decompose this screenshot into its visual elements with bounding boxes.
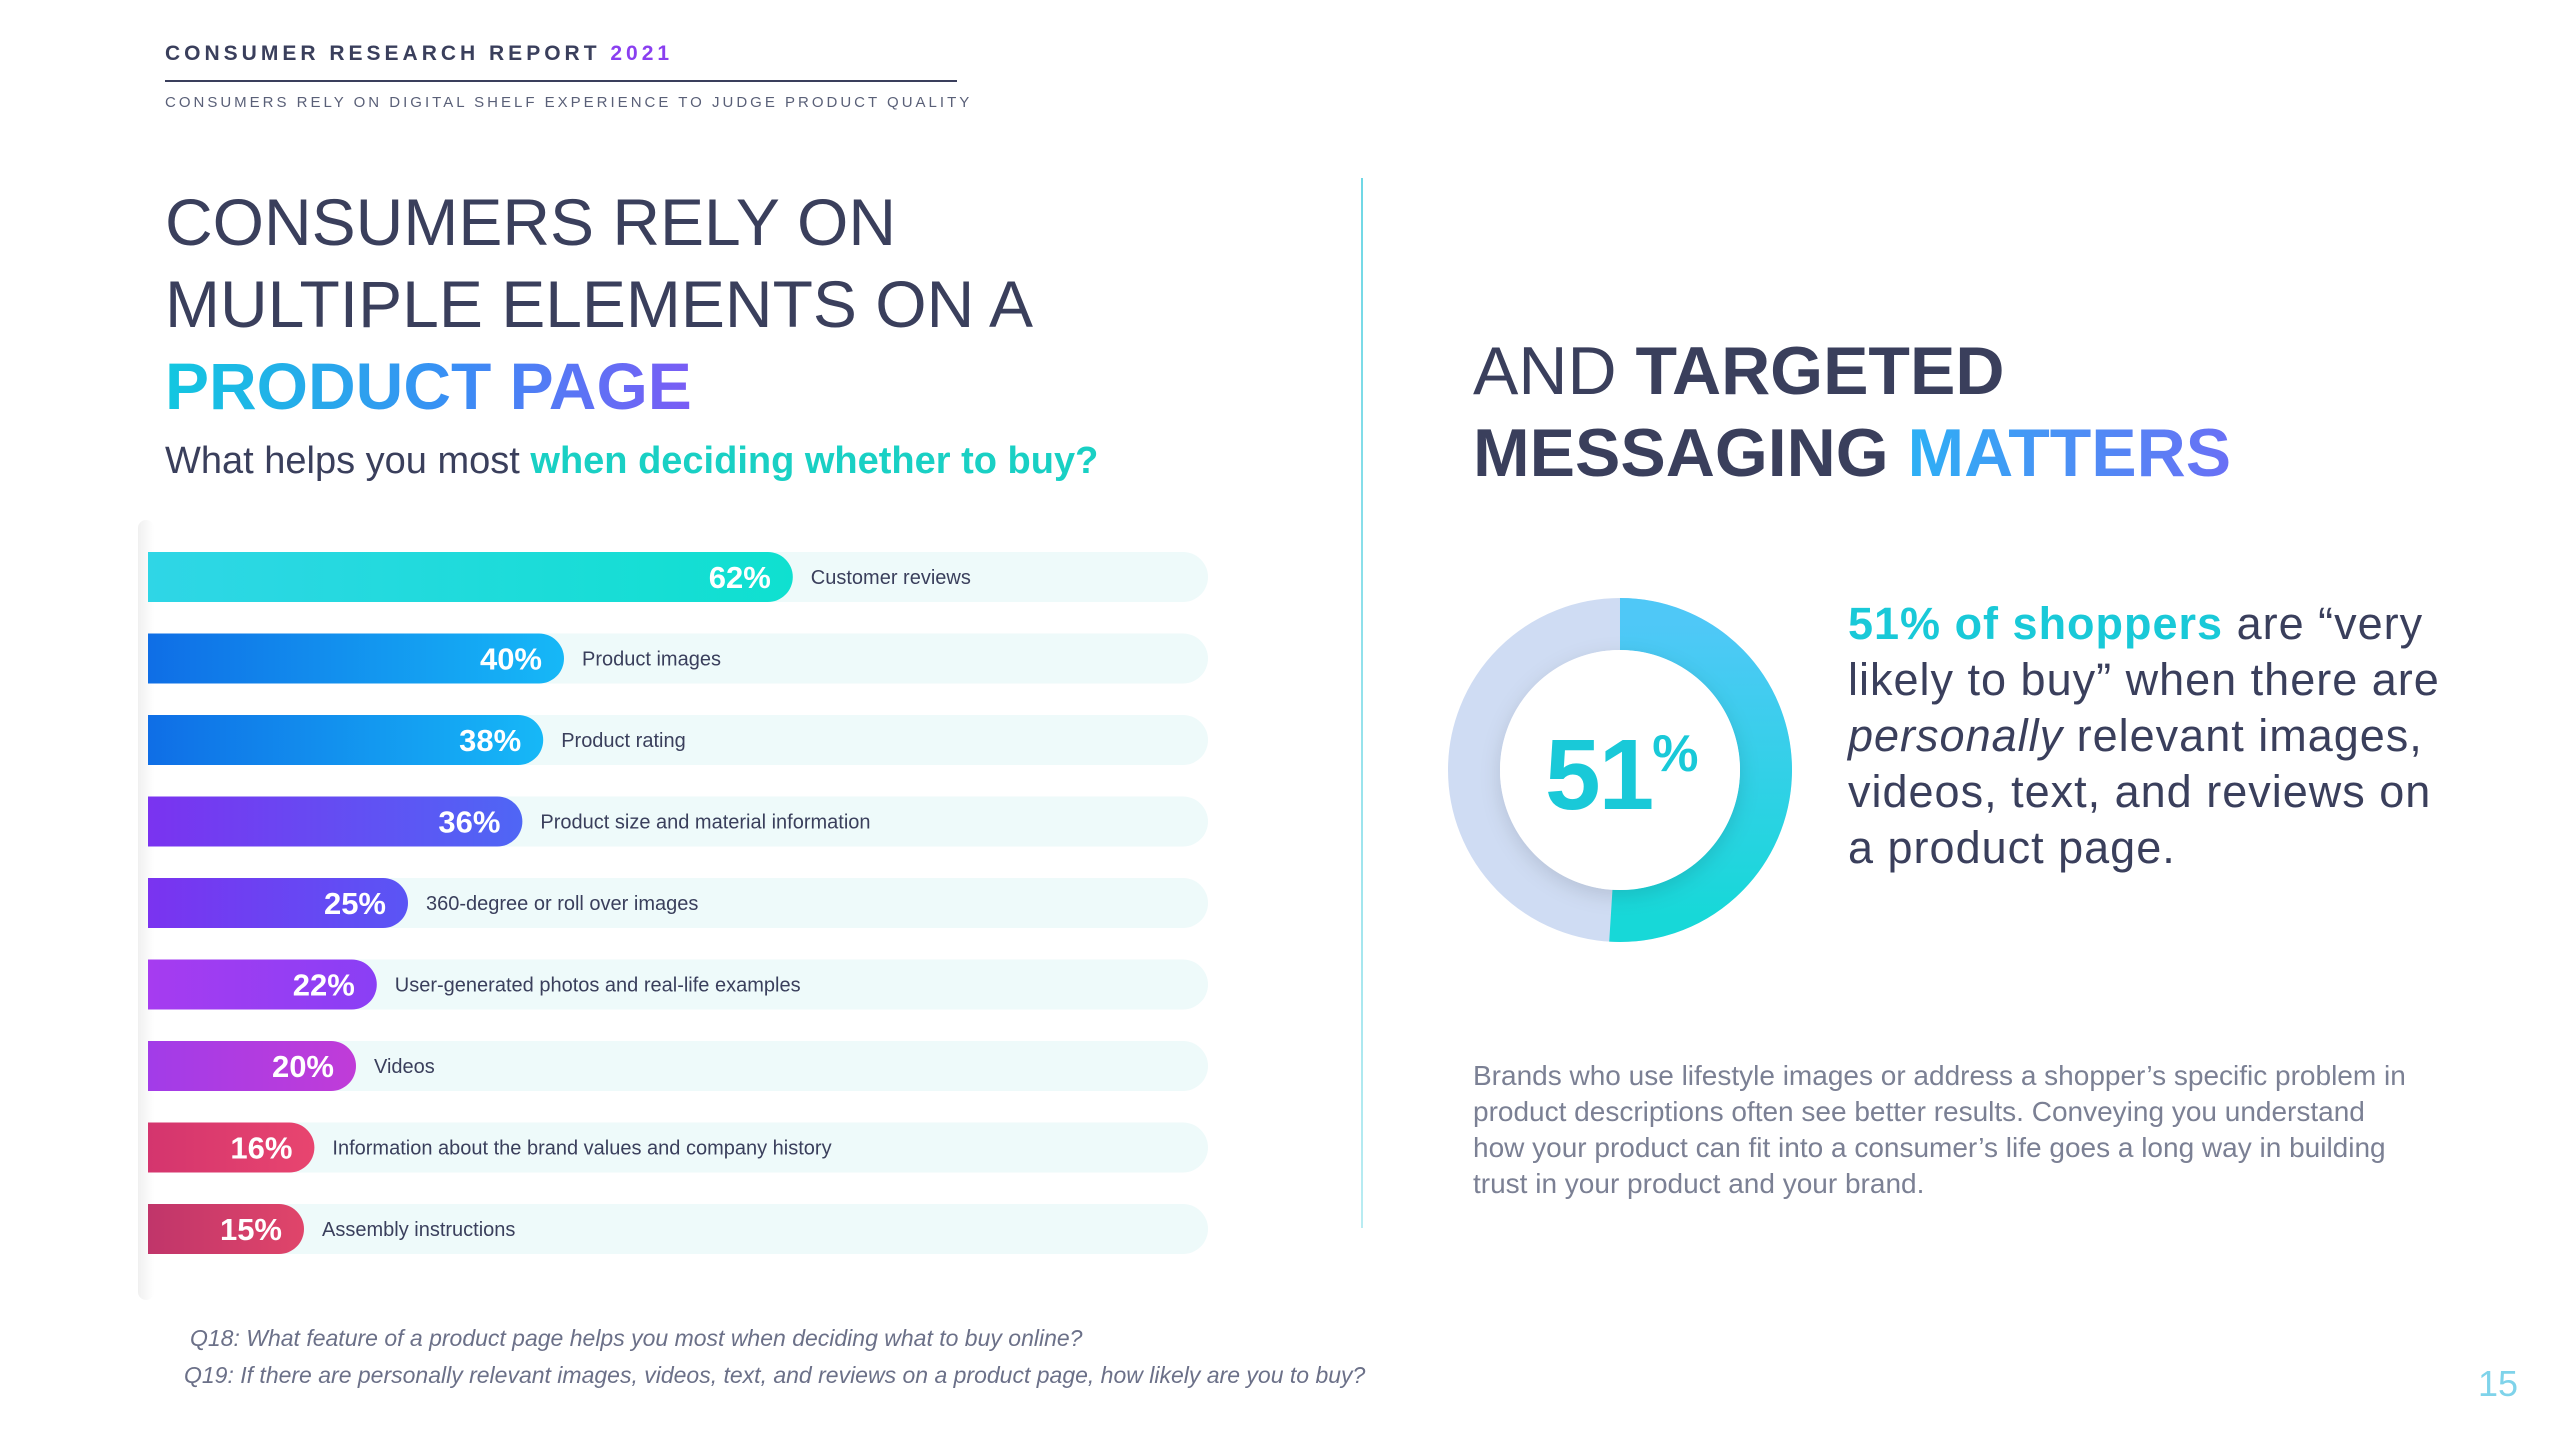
bar-value-label: 36% — [438, 805, 500, 840]
headline-line-2: MULTIPLE ELEMENTS ON A — [165, 267, 1033, 341]
question-highlight: when deciding whether to buy? — [530, 440, 1099, 482]
stat-statement: 51% of shoppers are “very likely to buy”… — [1848, 596, 2468, 876]
donut-value-number: 51 — [1545, 719, 1654, 831]
bar-category-label: Assembly instructions — [322, 1219, 515, 1241]
bar — [148, 633, 564, 684]
stat-italic: personally — [1848, 710, 2064, 761]
donut-center — [1500, 650, 1740, 890]
bar-category-label: Videos — [374, 1056, 435, 1078]
headline-accent: PRODUCT PAGE — [165, 349, 692, 423]
stat-highlight: 51% of shoppers — [1848, 598, 2224, 649]
chart-question: What helps you most when deciding whethe… — [165, 440, 1098, 483]
bar-category-label: Customer reviews — [811, 567, 971, 589]
right-headline-bold-2: MESSAGING — [1473, 415, 1908, 491]
bar-category-label: Information about the brand values and c… — [332, 1138, 831, 1160]
bar — [148, 796, 523, 847]
bar-category-label: Product images — [582, 649, 721, 671]
bar — [148, 715, 544, 765]
bar-category-label: Product size and material information — [540, 812, 870, 834]
headline-line-1: CONSUMERS RELY ON — [165, 185, 897, 259]
bar-track — [148, 959, 1208, 1010]
donut-value-arc — [1609, 598, 1792, 942]
bar-track — [148, 878, 1208, 928]
right-headline-line-1: AND TARGETED — [1473, 330, 2004, 412]
bar-category-label: User-generated photos and real-life exam… — [395, 975, 801, 997]
right-headline-accent: MATTERS — [1907, 415, 2232, 491]
report-title-text: CONSUMER RESEARCH REPORT — [165, 42, 601, 65]
headline-line-3: PRODUCT PAGE — [165, 345, 692, 427]
footnote-q19: Q19: If there are personally relevant im… — [184, 1362, 1366, 1388]
bar — [148, 1122, 315, 1173]
donut-chart — [1448, 598, 1792, 942]
bar-value-label: 40% — [480, 642, 542, 677]
page-number: 15 — [2478, 1363, 2519, 1404]
bar-category-label: Product rating — [561, 730, 686, 752]
report-title: CONSUMER RESEARCH REPORT 2021 — [165, 42, 673, 66]
bar-value-label: 25% — [324, 886, 386, 921]
bar-value-label: 16% — [230, 1131, 292, 1166]
right-headline-line-2: MESSAGING MATTERS — [1473, 412, 2231, 494]
bar-value-label: 22% — [293, 968, 355, 1003]
question-prefix: What helps you most — [165, 440, 531, 482]
bar — [148, 959, 377, 1010]
donut-value-label: 51% — [1545, 718, 1698, 833]
bar — [148, 1041, 356, 1091]
bar-category-label: 360-degree or roll over images — [426, 893, 698, 915]
bar-value-label: 38% — [459, 723, 521, 758]
report-year: 2021 — [610, 42, 674, 65]
bar-track — [148, 1122, 1208, 1173]
bar-value-label: 15% — [220, 1212, 282, 1247]
bar-chart: 62% Customer reviews 40% Product images 38% P… — [148, 552, 1208, 1254]
header-divider — [165, 80, 957, 82]
bar — [148, 552, 793, 602]
stat-text-1: are “very likely to buy” when there are — [1848, 598, 2440, 705]
bar-track — [148, 1041, 1208, 1091]
bar-value-label: 20% — [272, 1049, 334, 1084]
bar-track — [148, 1204, 1208, 1254]
bar-value-label: 62% — [709, 560, 771, 595]
body-paragraph: Brands who use lifestyle images or addre… — [1473, 1060, 2406, 1199]
stat-text-2: relevant images, videos, text, and revie… — [1848, 710, 2432, 873]
column-divider — [1361, 178, 1363, 1228]
footnote-q18: Q18: What feature of a product page help… — [190, 1325, 1083, 1351]
report-subtitle: CONSUMERS RELY ON DIGITAL SHELF EXPERIEN… — [165, 94, 973, 111]
bar — [148, 1204, 304, 1254]
right-headline-bold: TARGETED — [1635, 333, 2005, 409]
donut-percent-sign: % — [1652, 725, 1699, 783]
bar — [148, 878, 408, 928]
right-headline-light: AND — [1473, 333, 1636, 409]
